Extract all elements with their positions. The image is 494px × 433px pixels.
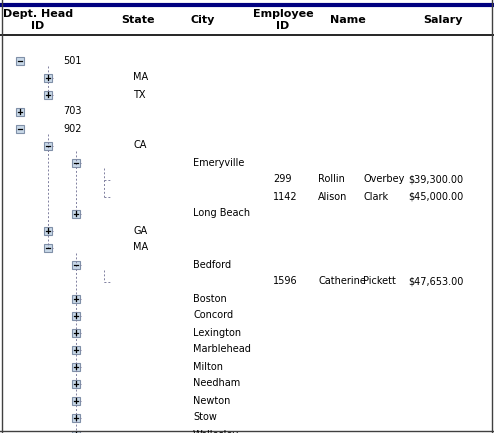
Bar bbox=[72, 311, 80, 320]
Bar bbox=[44, 90, 52, 98]
Text: MA: MA bbox=[133, 242, 148, 252]
Text: City: City bbox=[191, 15, 215, 25]
Bar bbox=[72, 261, 80, 268]
Bar bbox=[72, 329, 80, 336]
Text: 1596: 1596 bbox=[273, 277, 297, 287]
Bar bbox=[72, 362, 80, 371]
Text: Salary: Salary bbox=[423, 15, 463, 25]
Text: Emeryville: Emeryville bbox=[193, 158, 245, 168]
Text: Clark: Clark bbox=[363, 191, 388, 201]
Text: MA: MA bbox=[133, 72, 148, 83]
Text: Needham: Needham bbox=[193, 378, 240, 388]
Text: Bedford: Bedford bbox=[193, 259, 231, 269]
Text: Employee
ID: Employee ID bbox=[253, 9, 313, 31]
Bar bbox=[16, 56, 24, 65]
Text: Dept. Head
ID: Dept. Head ID bbox=[3, 9, 73, 31]
Text: 1142: 1142 bbox=[273, 191, 297, 201]
Bar bbox=[72, 210, 80, 217]
Text: Alison: Alison bbox=[318, 191, 347, 201]
Bar bbox=[72, 430, 80, 433]
Text: $47,653.00: $47,653.00 bbox=[408, 277, 463, 287]
Text: GA: GA bbox=[133, 226, 147, 236]
Bar bbox=[44, 243, 52, 252]
Bar bbox=[72, 397, 80, 404]
Text: $39,300.00: $39,300.00 bbox=[408, 174, 463, 184]
Text: Milton: Milton bbox=[193, 362, 223, 372]
Text: Rollin: Rollin bbox=[318, 174, 345, 184]
Text: CA: CA bbox=[133, 140, 146, 151]
Bar bbox=[72, 158, 80, 167]
Bar bbox=[72, 414, 80, 421]
Text: Stow: Stow bbox=[193, 413, 217, 423]
Bar bbox=[72, 379, 80, 388]
Text: Boston: Boston bbox=[193, 294, 227, 304]
Bar bbox=[44, 226, 52, 235]
Bar bbox=[44, 142, 52, 149]
Text: State: State bbox=[121, 15, 155, 25]
Text: Lexington: Lexington bbox=[193, 327, 241, 337]
Text: Name: Name bbox=[330, 15, 366, 25]
Text: 299: 299 bbox=[273, 174, 291, 184]
Text: $45,000.00: $45,000.00 bbox=[408, 191, 463, 201]
Bar bbox=[16, 125, 24, 132]
Bar bbox=[72, 346, 80, 353]
Text: Wellesley: Wellesley bbox=[193, 430, 239, 433]
Text: Pickett: Pickett bbox=[363, 277, 396, 287]
Text: 902: 902 bbox=[63, 123, 82, 133]
Text: Overbey: Overbey bbox=[363, 174, 405, 184]
Text: 703: 703 bbox=[63, 107, 82, 116]
Text: TX: TX bbox=[133, 90, 146, 100]
Text: Newton: Newton bbox=[193, 395, 230, 405]
Text: Catherine: Catherine bbox=[318, 277, 366, 287]
Bar bbox=[44, 74, 52, 81]
Bar bbox=[72, 294, 80, 303]
Text: Marblehead: Marblehead bbox=[193, 345, 251, 355]
Text: Long Beach: Long Beach bbox=[193, 209, 250, 219]
Bar bbox=[16, 107, 24, 116]
Text: 501: 501 bbox=[63, 55, 82, 65]
Text: Concord: Concord bbox=[193, 310, 233, 320]
